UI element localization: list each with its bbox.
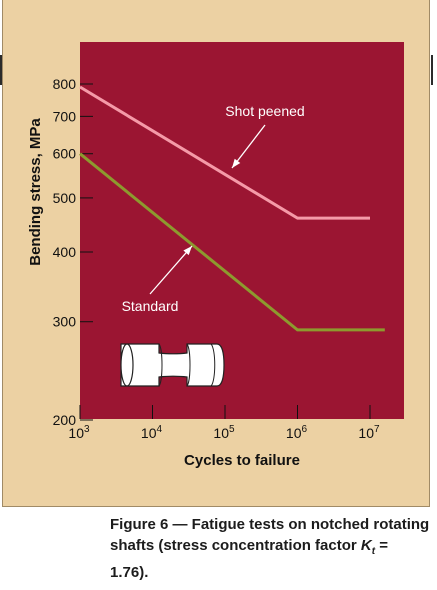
x-tick-base: 10 [358, 425, 374, 441]
x-tick-base: 10 [68, 425, 84, 441]
page-edge-mark-left [0, 55, 2, 85]
y-axis-title: Bending stress, MPa [27, 118, 44, 266]
caption-suffix: = 1.76). [110, 537, 389, 581]
caption-k-symbol: K [360, 537, 372, 554]
x-tick-label: 105 [213, 424, 235, 441]
caption-prefix: Figure 6 — Fatigue tests on notched rota… [110, 516, 430, 554]
figure-caption: Figure 6 — Fatigue tests on notched rota… [110, 514, 430, 583]
series-line-shot-peened [79, 85, 370, 220]
y-tick-label: 800 [53, 76, 77, 92]
x-tick-label: 107 [358, 424, 380, 441]
x-tick-base: 10 [213, 425, 229, 441]
x-axis-title: Cycles to failure [184, 452, 300, 469]
x-tick-label: 103 [68, 424, 90, 441]
x-tick-label: 104 [141, 424, 163, 441]
annotation-arrow [149, 245, 193, 295]
y-tick-label: 200 [53, 412, 77, 428]
x-tick-exponent: 7 [374, 424, 380, 435]
x-tick-exponent: 6 [302, 424, 308, 435]
x-tick-exponent: 5 [229, 424, 235, 435]
series-line-standard [79, 152, 385, 332]
notched-shaft-icon [120, 343, 225, 387]
x-tick-exponent: 3 [84, 424, 90, 435]
annotation-arrowhead [232, 158, 241, 168]
x-tick-base: 10 [286, 425, 302, 441]
annotation-arrowhead [183, 246, 192, 256]
y-tick-label: 400 [53, 244, 77, 260]
caption-k-subscript: t [371, 546, 376, 557]
x-tick-base: 10 [141, 425, 157, 441]
annotation-shot-peened: Shot peened [225, 103, 304, 119]
y-tick-label: 500 [53, 190, 77, 206]
page-edge-mark-right [431, 55, 433, 85]
x-tick-label: 106 [286, 424, 308, 441]
series-lines [79, 85, 385, 332]
annotation-arrow [231, 124, 266, 169]
annotations: Shot peened Standard [122, 103, 305, 314]
y-tick-label: 600 [53, 146, 77, 162]
y-tick-label: 700 [53, 108, 77, 124]
y-tick-label: 300 [53, 314, 77, 330]
x-tick-exponent: 4 [157, 424, 163, 435]
annotation-standard: Standard [122, 298, 179, 314]
